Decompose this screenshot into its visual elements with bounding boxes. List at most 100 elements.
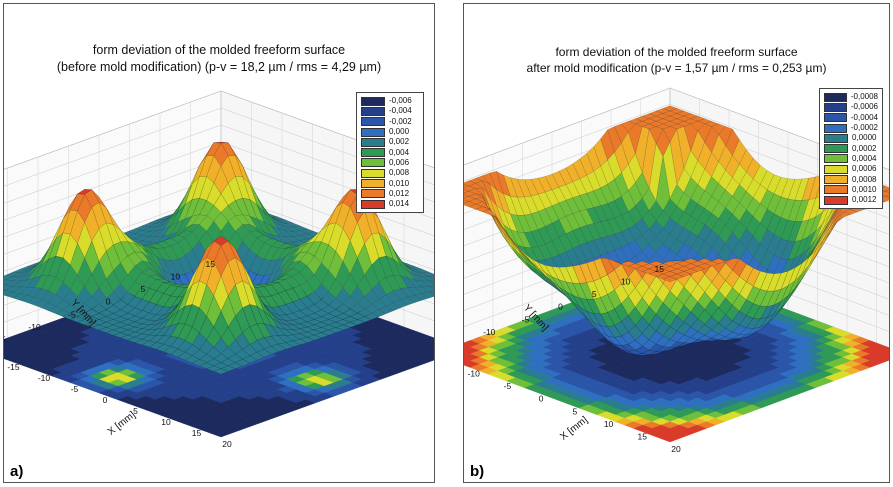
chart-panel-a: form deviation of the molded freeform su… — [3, 3, 435, 483]
surface-cell — [464, 184, 470, 188]
legend-label: 0,010 — [389, 178, 410, 188]
legend-entry: 0,002 — [361, 137, 419, 147]
legend-swatch — [824, 123, 847, 133]
legend-entry: 0,008 — [361, 168, 419, 178]
legend-swatch — [361, 189, 385, 199]
x-tick-label: -10 — [38, 373, 51, 383]
y-tick-label: -10 — [28, 322, 41, 332]
x-tick-label: 5 — [572, 406, 577, 416]
legend-entry: 0,0002 — [824, 143, 878, 154]
legend-label: 0,0010 — [852, 184, 877, 194]
x-tick-label: 15 — [192, 428, 202, 438]
legend-entry: 0,004 — [361, 147, 419, 158]
x-tick-label: -15 — [7, 362, 20, 372]
y-tick-label: -5 — [522, 314, 530, 324]
panel-label-b: b) — [470, 463, 485, 480]
x-axis-label: X [mm] — [106, 409, 138, 437]
floor-cell — [426, 353, 434, 359]
color-legend-b: -0,0008 -0,0006 -0,0004 -0,0002 0,0000 0,0002… — [819, 88, 883, 210]
legend-swatch — [824, 133, 848, 143]
legend-label: 0,0006 — [852, 164, 877, 174]
legend-swatch — [361, 137, 385, 147]
y-tick-label: 0 — [558, 302, 563, 312]
x-tick-label: 10 — [604, 419, 614, 429]
legend-swatch — [361, 127, 385, 137]
legend-entry: -0,006 — [361, 96, 419, 106]
y-tick-label: 15 — [206, 259, 216, 269]
x-tick-label: 20 — [671, 444, 681, 454]
legend-entry: 0,0006 — [824, 164, 878, 174]
panel-label-a: a) — [10, 463, 24, 480]
legend-swatch — [361, 179, 385, 189]
chart-title-b-line-1: form deviation of the molded freeform su… — [555, 45, 798, 59]
legend-label: 0,0004 — [852, 153, 877, 163]
floor-cell — [660, 435, 680, 443]
chart-panel-b: form deviation of the molded freeform su… — [463, 3, 890, 483]
surface-mesh — [4, 141, 434, 375]
legend-entry: -0,0006 — [824, 102, 878, 112]
surface-cell — [464, 199, 470, 204]
legend-label: 0,002 — [389, 137, 410, 147]
floor-cell — [464, 358, 471, 364]
surface-cell — [884, 194, 889, 198]
legend-swatch — [361, 199, 385, 209]
legend-entry: -0,0002 — [824, 123, 878, 133]
x-tick-label: -5 — [504, 381, 512, 391]
floor-cell — [426, 346, 434, 352]
chart-title-b-line-2: after mold modification (p-v = 1,57 µm /… — [526, 61, 827, 75]
x-tick-label: 5 — [133, 406, 138, 416]
surface-cell — [884, 189, 889, 193]
legend-entry: 0,0008 — [824, 174, 878, 185]
y-tick-label: 0 — [106, 297, 111, 307]
legend-label: 0,004 — [389, 147, 410, 157]
legend-entry: 0,006 — [361, 158, 419, 168]
y-tick-label: -10 — [483, 327, 496, 337]
surface-cell — [213, 368, 229, 375]
surface-cell — [428, 275, 434, 279]
legend-swatch — [824, 144, 848, 154]
legend-label: -0,0004 — [850, 112, 878, 122]
y-tick-label: 15 — [655, 264, 665, 274]
surface-plot-a: 0,0140,0120,0100,0080,0060,0040,0020,000… — [4, 90, 434, 449]
chart-title-a-line-1: form deviation of the molded freeform su… — [92, 43, 346, 57]
legend-label: 0,000 — [389, 127, 410, 137]
legend-label: -0,0006 — [850, 102, 878, 112]
legend-entry: 0,000 — [361, 127, 419, 137]
legend-swatch — [824, 185, 848, 195]
surface-cell — [428, 290, 434, 295]
legend-entry: 0,0004 — [824, 154, 878, 164]
surface-cell — [662, 276, 678, 282]
legend-entry: 0,0000 — [824, 133, 878, 143]
legend-label: 0,0000 — [852, 133, 877, 143]
legend-swatch — [361, 96, 385, 106]
legend-swatch — [361, 117, 385, 127]
x-tick-label: 0 — [539, 394, 544, 404]
legend-swatch — [361, 148, 385, 158]
x-tick-label: -10 — [468, 369, 481, 379]
x-tick-label: 20 — [222, 439, 232, 449]
legend-label: -0,006 — [389, 96, 412, 106]
y-tick-label: 5 — [592, 289, 597, 299]
legend-label: -0,0002 — [850, 123, 878, 133]
legend-label: 0,012 — [389, 188, 410, 198]
legend-swatch — [824, 102, 847, 112]
legend-entry: -0,0004 — [824, 113, 878, 123]
legend-label: 0,0012 — [852, 195, 877, 205]
y-tick-label: 10 — [621, 277, 631, 287]
legend-swatch — [361, 106, 385, 116]
x-axis-label: X [mm] — [558, 414, 590, 442]
x-tick-label: -5 — [71, 384, 79, 394]
y-tick-label: 10 — [171, 272, 181, 282]
x-tick-label: 10 — [161, 417, 171, 427]
legend-swatch — [824, 175, 848, 185]
floor-cell — [211, 430, 231, 438]
legend-entry: 0,0012 — [824, 195, 878, 205]
legend-entry: 0,0010 — [824, 185, 878, 195]
legend-swatch — [361, 158, 385, 168]
legend-entry: -0,004 — [361, 106, 419, 116]
color-legend-a: -0,006 -0,004 -0,002 0,000 0,002 0,004 0,006 0,… — [356, 92, 424, 214]
legend-label: 0,006 — [389, 157, 410, 167]
legend-label: 0,008 — [389, 168, 410, 178]
legend-entry: 0,010 — [361, 178, 419, 189]
x-tick-label: 15 — [638, 431, 648, 441]
